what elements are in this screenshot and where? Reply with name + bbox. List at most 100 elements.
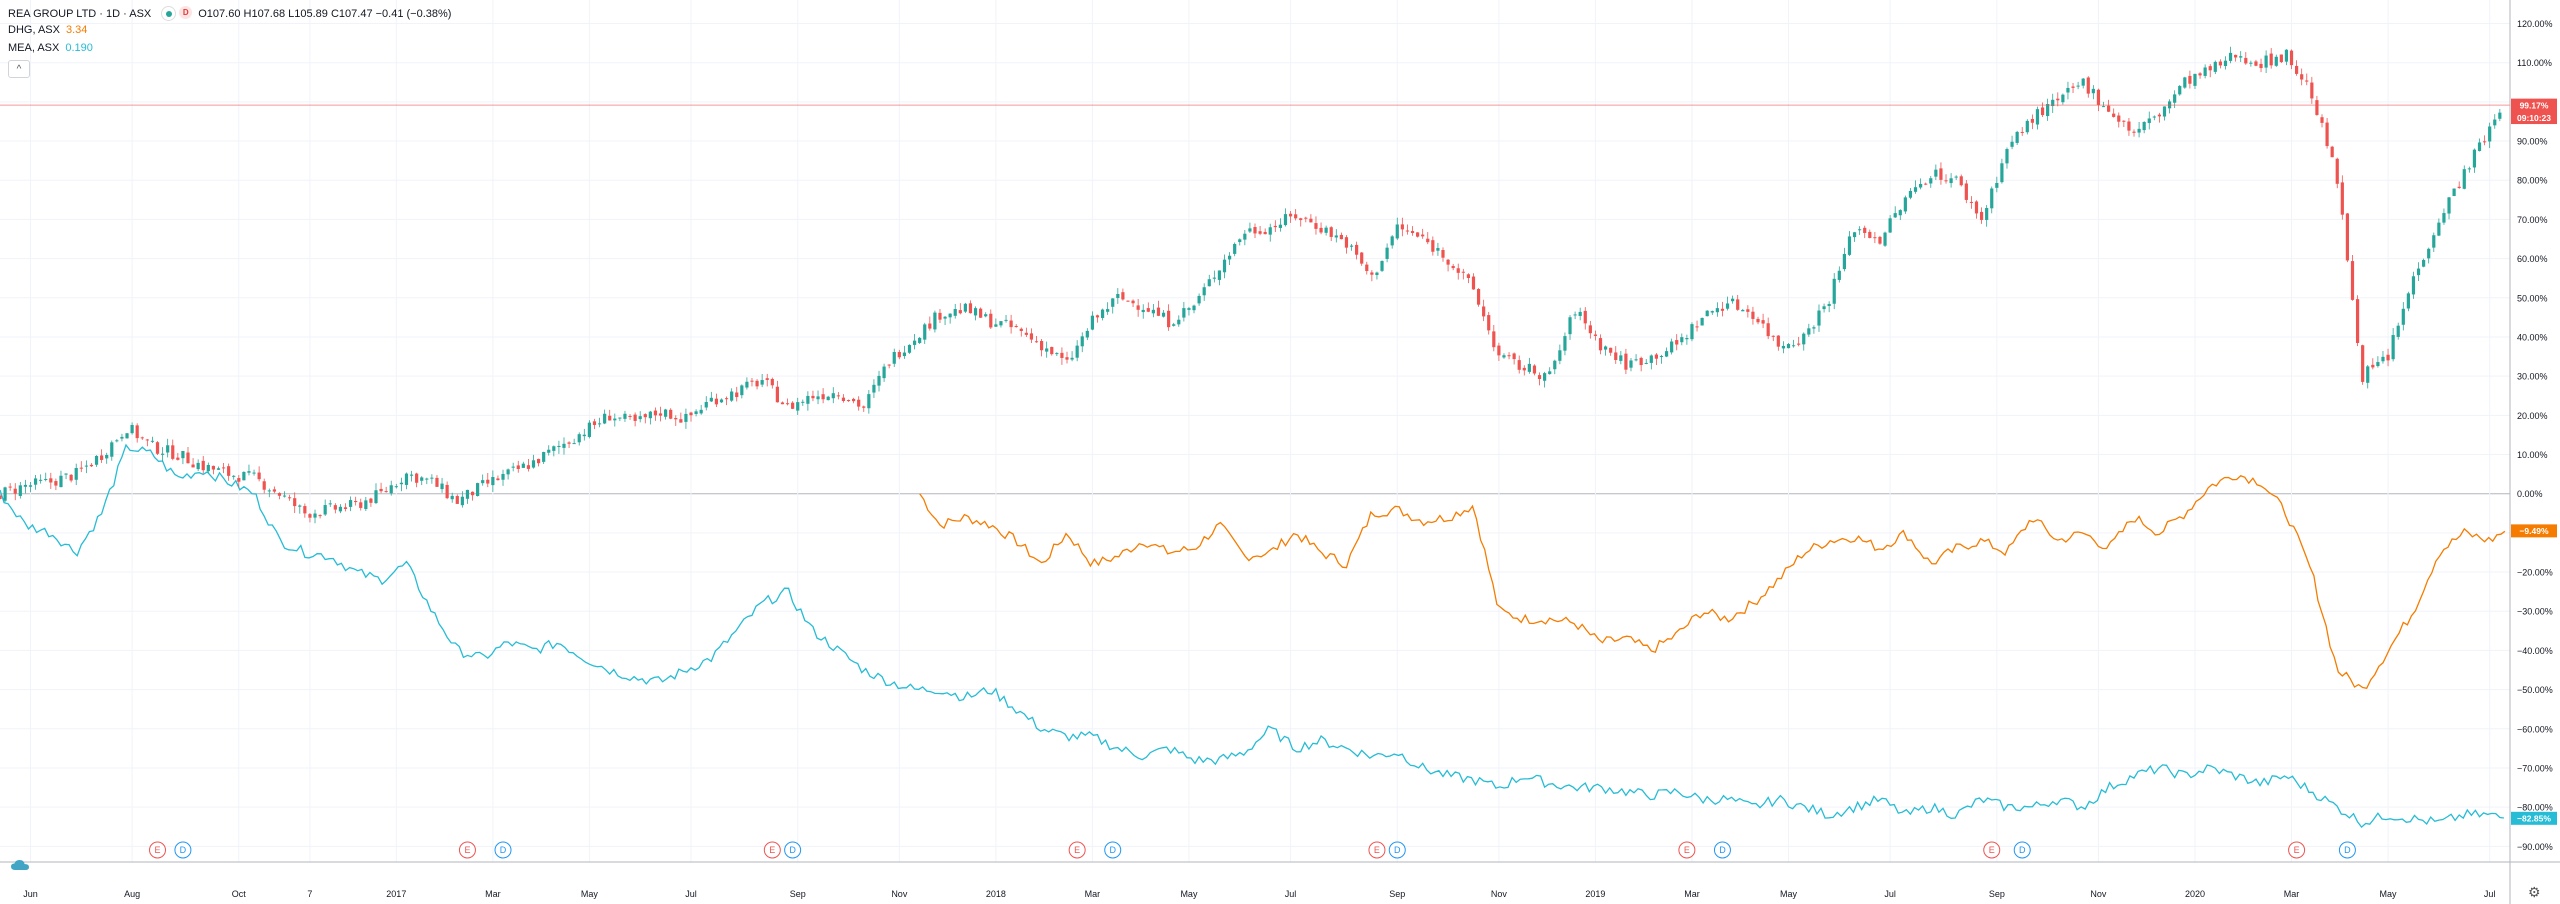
candle-body	[2178, 86, 2182, 95]
candle	[1024, 327, 1028, 338]
candle	[2406, 291, 2410, 312]
candle	[1156, 300, 1161, 317]
price-axis[interactable]: 120.00%110.00%100.00%90.00%80.00%70.00%6…	[2509, 0, 2560, 904]
earnings-marker[interactable]: E	[1678, 841, 1696, 859]
candle	[2427, 247, 2431, 264]
candle	[1954, 175, 1958, 180]
candle-body	[221, 467, 226, 469]
candle-body	[1791, 345, 1796, 347]
candle-body	[2482, 141, 2487, 143]
candle	[1842, 247, 1846, 272]
cloud-icon[interactable]	[10, 858, 30, 872]
candle	[984, 312, 988, 318]
marker-label: E	[1074, 845, 1080, 855]
legend-collapse-button[interactable]: ^	[8, 60, 30, 78]
x-tick-label: Sep	[1989, 889, 2005, 899]
candle	[1146, 302, 1150, 313]
legend-dhg[interactable]: DHG, ASX 3.34	[8, 24, 87, 36]
candle	[166, 438, 170, 458]
candle-body	[2183, 77, 2187, 88]
candle	[1299, 217, 1303, 227]
candle	[1202, 283, 1206, 301]
candle	[1258, 226, 1262, 236]
candle	[1527, 357, 1531, 374]
candle	[1395, 217, 1399, 241]
candle	[1151, 304, 1155, 318]
candle	[724, 396, 729, 406]
candle-body	[1004, 319, 1008, 321]
candle-body	[1294, 214, 1298, 219]
earnings-marker[interactable]: E	[1983, 841, 2001, 859]
candle	[1771, 335, 1775, 342]
candle	[470, 491, 475, 501]
candle	[547, 445, 551, 456]
candle-body	[1060, 352, 1064, 358]
candle	[2167, 99, 2172, 114]
candle	[892, 348, 896, 367]
candle	[1329, 226, 1333, 242]
candle	[120, 433, 124, 442]
earnings-marker[interactable]: E	[1368, 841, 1386, 859]
y-tick-label: 90.00%	[2517, 137, 2548, 147]
candle	[1710, 310, 1714, 315]
candle	[13, 483, 17, 501]
dividend-marker[interactable]: D	[494, 841, 512, 859]
earnings-marker[interactable]: E	[458, 841, 476, 859]
candle-body	[2294, 65, 2299, 74]
candle-body	[2416, 268, 2421, 276]
dividend-marker[interactable]: D	[2338, 841, 2356, 859]
candle-body	[1329, 227, 1333, 237]
candle	[1385, 243, 1389, 263]
candle	[730, 388, 734, 402]
earnings-marker[interactable]: E	[2288, 841, 2306, 859]
legend-mea[interactable]: MEA, ASX 0.190	[8, 42, 93, 54]
candle-body	[2305, 80, 2309, 82]
earnings-marker[interactable]: E	[763, 841, 781, 859]
candle	[1390, 235, 1394, 249]
dividend-marker[interactable]: D	[2013, 841, 2031, 859]
candle	[2218, 59, 2222, 69]
earnings-marker[interactable]: E	[149, 841, 167, 859]
candle-body	[155, 442, 160, 454]
candle-body	[1410, 231, 1415, 234]
candle	[1050, 346, 1054, 356]
earnings-marker[interactable]: E	[1068, 841, 1086, 859]
candle-body	[313, 513, 317, 518]
candle	[1172, 322, 1176, 327]
gear-icon[interactable]: ⚙	[2528, 884, 2541, 900]
candle-body	[2259, 63, 2263, 69]
dividend-marker[interactable]: D	[1388, 841, 1406, 859]
y-tick-label: 10.00%	[2517, 450, 2548, 460]
candle-body	[831, 393, 835, 399]
dividend-marker[interactable]: D	[1104, 841, 1122, 859]
candle	[836, 392, 840, 400]
candle-body	[1919, 183, 1923, 188]
candle-body	[516, 465, 520, 469]
time-axis[interactable]: Jun Aug Oct 7 2017 Mar May Jul Sep Nov 2018 Mar May J…	[0, 861, 2560, 899]
candle-body	[1690, 324, 1694, 340]
candle	[18, 481, 22, 499]
candle	[2132, 129, 2136, 137]
candle-body	[2239, 56, 2243, 58]
candle-body	[2005, 149, 2009, 164]
candle	[567, 441, 571, 449]
x-tick-label: Nov	[1491, 889, 1508, 899]
candle	[760, 374, 764, 388]
candle-body	[1299, 218, 1303, 221]
candle	[1339, 232, 1343, 240]
candle-body	[1649, 355, 1653, 363]
dividend-marker[interactable]: D	[1713, 841, 1731, 859]
candle	[785, 398, 790, 406]
candle-body	[69, 474, 73, 481]
candle-body	[2244, 57, 2248, 64]
candle	[887, 364, 891, 369]
candle-body	[1715, 308, 1719, 313]
candle	[912, 333, 917, 350]
candle-body	[1314, 223, 1318, 229]
y-tick-label: −50.00%	[2517, 685, 2553, 695]
marker-label: D	[789, 845, 796, 855]
candle-body	[394, 486, 398, 488]
dividend-marker[interactable]: D	[174, 841, 192, 859]
dividend-marker[interactable]: D	[784, 841, 802, 859]
